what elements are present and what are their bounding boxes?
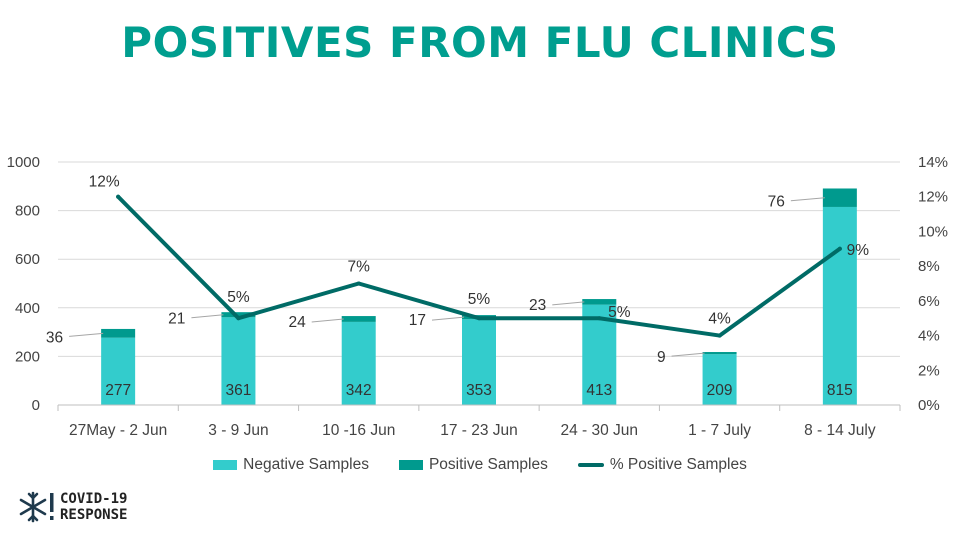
percent-value-label: 5%: [468, 291, 491, 308]
y2-tick-label: 10%: [918, 223, 948, 240]
y2-tick-label: 6%: [918, 293, 940, 310]
y-tick-label: 400: [15, 300, 40, 317]
positive-label-leader: [552, 301, 585, 306]
logo-line-1: COVID-19: [60, 491, 128, 507]
chart-title: POSITIVES FROM FLU CLINICS: [121, 18, 839, 67]
bar-positive: [341, 316, 376, 322]
positive-label-leader: [431, 316, 465, 321]
bar-positive: [822, 188, 857, 207]
positive-value-label: 24: [288, 314, 306, 331]
legend-label-negative: Negative Samples: [243, 456, 369, 473]
y2-tick-label: 12%: [918, 189, 948, 206]
bar-negative: [822, 206, 857, 405]
positive-value-label: 21: [168, 311, 185, 328]
positive-value-label: 23: [529, 297, 546, 314]
percent-point: [116, 194, 121, 199]
snowflake-icon: [19, 491, 54, 523]
legend-item-percent: % Positive Samples: [577, 456, 747, 474]
covid-response-logo: COVID-19 RESPONSE: [18, 490, 127, 524]
legend-swatch-positive: [398, 460, 423, 470]
y-tick-label: 0: [32, 397, 40, 414]
bar-negative: [341, 321, 376, 405]
positive-value-label: 9: [657, 349, 666, 366]
bar-positive: [702, 352, 737, 355]
percent-value-label: 12%: [89, 174, 120, 191]
positive-value-label: 36: [46, 329, 63, 346]
legend-item-positive: Positive Samples: [398, 456, 548, 474]
bar-positive: [101, 328, 136, 338]
negative-value-label: 361: [225, 382, 251, 399]
legend-swatch-negative: [213, 460, 238, 470]
percent-value-label: 5%: [608, 304, 631, 321]
percent-point: [236, 316, 241, 321]
percent-value-label: 9%: [847, 242, 870, 259]
bar-negative: [702, 354, 737, 405]
negative-value-label: 209: [707, 382, 733, 399]
x-tick-label: 1 - 7 July: [688, 422, 751, 439]
positive-label-leader: [671, 352, 705, 357]
y2-tick-label: 4%: [918, 328, 940, 345]
positive-label-leader: [69, 332, 104, 337]
percent-point: [837, 246, 842, 251]
y-tick-label: 200: [15, 348, 40, 365]
percent-point: [477, 316, 481, 321]
x-tick-label: 27May - 2 Jun: [69, 422, 167, 439]
percent-point: [356, 281, 361, 286]
x-tick-label: 8 - 14 July: [804, 422, 876, 439]
bar-positive: [221, 312, 256, 318]
y2-tick-label: 0%: [918, 397, 940, 414]
negative-value-label: 413: [586, 382, 612, 399]
legend-item-negative: Negative Samples: [213, 456, 369, 474]
y2-tick-label: 14%: [918, 154, 948, 171]
positive-value-label: 76: [768, 194, 785, 211]
bar-negative: [462, 319, 496, 405]
logo-line-2: RESPONSE: [60, 507, 128, 523]
data-labels: 277 361 342 353 413 209 815 36 21 24 17 23 9 76 12% 5% 7…: [46, 174, 869, 399]
negative-value-label: 342: [346, 382, 372, 399]
negative-value-label: 815: [827, 382, 853, 399]
legend-label-positive: Positive Samples: [428, 456, 548, 473]
legend: Negative Samples Positive Samples % Posi…: [0, 456, 960, 474]
percent-value-label: 4%: [708, 311, 731, 328]
x-tick-label: 3 - 9 Jun: [208, 422, 268, 439]
bar-negative: [101, 337, 136, 405]
y-tick-label: 1000: [7, 154, 40, 171]
y2-tick-label: 2%: [918, 362, 940, 379]
legend-label-percent: % Positive Samples: [609, 456, 747, 473]
y-tick-label: 600: [15, 251, 40, 268]
negative-value-label: 353: [466, 382, 492, 399]
positive-label-leader: [191, 314, 224, 319]
bar-negative: [221, 317, 256, 405]
y-tick-label: 800: [15, 203, 40, 220]
axes: 0 200 400 600 800 1000 0% 2% 4% 6% 8% 10% 12% 14% 27Ma…: [7, 154, 948, 439]
bars: [101, 188, 857, 405]
percent-point: [717, 333, 722, 338]
x-tick-label: 10 -16 Jun: [322, 422, 395, 439]
percent-value-label: 7%: [348, 259, 371, 276]
x-tick-label: 24 - 30 Jun: [561, 422, 639, 439]
positive-label-leader: [790, 197, 825, 202]
y2-tick-label: 8%: [918, 258, 940, 275]
positive-label-leader: [311, 318, 344, 323]
gridlines: [58, 161, 900, 357]
percent-line: [116, 194, 842, 338]
x-tick-label: 17 - 23 Jun: [440, 422, 518, 439]
bar-positive: [582, 299, 617, 305]
negative-value-label: 277: [105, 382, 131, 399]
positive-value-label: 17: [409, 312, 426, 329]
legend-swatch-percent: [577, 463, 604, 467]
percent-value-label: 5%: [227, 289, 250, 306]
percent-point: [597, 316, 602, 321]
